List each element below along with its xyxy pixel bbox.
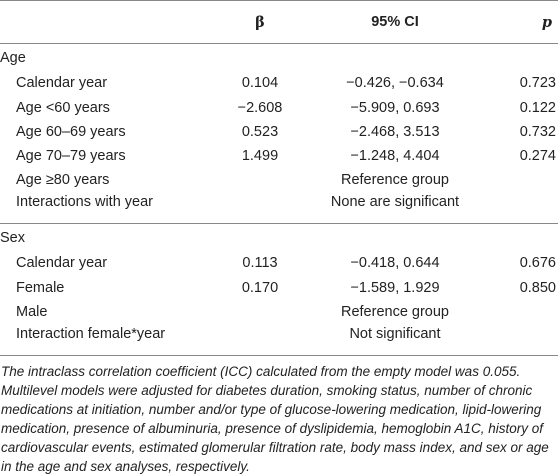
ci-cell: −2.468, 3.513 bbox=[350, 124, 440, 140]
row-label: Interactions with year bbox=[0, 192, 220, 224]
p-cell: 0.676 bbox=[519, 255, 556, 271]
empty-cell bbox=[490, 168, 558, 192]
empty-cell bbox=[220, 300, 300, 324]
data-row: Interactions with year None are significa… bbox=[0, 192, 558, 224]
row-label: Interaction female*year bbox=[0, 324, 220, 356]
empty-cell bbox=[220, 168, 300, 192]
ci-cell: −0.418, 0.644 bbox=[350, 255, 440, 271]
footnote: The intraclass correlation coefficient (… bbox=[1, 364, 549, 474]
header-label bbox=[0, 0, 220, 44]
empty-cell bbox=[220, 192, 300, 224]
data-row: Calendar year 0.113 −0.418, 0.644 0.676 bbox=[0, 250, 558, 276]
header-beta: β bbox=[220, 0, 300, 44]
beta-cell: 0.170 bbox=[241, 280, 279, 296]
data-row: Age 60–69 years 0.523 −2.468, 3.513 0.732 bbox=[0, 120, 558, 144]
row-note: None are significant bbox=[300, 192, 490, 224]
empty-cell bbox=[490, 192, 558, 224]
empty-cell bbox=[300, 224, 490, 251]
data-row: Interaction female*year Not significant bbox=[0, 324, 558, 356]
row-label: Age 70–79 years bbox=[16, 148, 126, 164]
data-row: Male Reference group bbox=[0, 300, 558, 324]
empty-cell bbox=[490, 224, 558, 251]
beta-cell: 1.499 bbox=[241, 148, 279, 164]
p-cell: 0.122 bbox=[519, 100, 556, 116]
ci-cell: −5.909, 0.693 bbox=[350, 100, 440, 116]
empty-cell bbox=[490, 44, 558, 71]
row-label: Male bbox=[16, 304, 48, 320]
section-row: Age bbox=[0, 44, 558, 71]
empty-cell bbox=[300, 44, 490, 71]
section-row: Sex bbox=[0, 224, 558, 251]
beta-cell: 0.523 bbox=[241, 124, 279, 140]
beta-cell: −2.608 bbox=[237, 100, 283, 116]
p-cell: 0.850 bbox=[519, 280, 556, 296]
beta-cell: 0.104 bbox=[241, 75, 279, 91]
row-note: Not significant bbox=[300, 324, 490, 356]
results-table: β 95% CI p Age Calendar year 0.104 −0.426, … bbox=[0, 0, 558, 356]
p-cell: 0.732 bbox=[519, 124, 556, 140]
table-header: β 95% CI p bbox=[0, 0, 558, 44]
row-label: Age 60–69 years bbox=[16, 124, 126, 140]
empty-cell bbox=[490, 324, 558, 356]
data-row: Age ≥80 years Reference group bbox=[0, 168, 558, 192]
row-label: Calendar year bbox=[16, 255, 108, 271]
row-note: Reference group bbox=[340, 172, 449, 188]
p-cell: 0.723 bbox=[519, 75, 556, 91]
beta-cell: 0.113 bbox=[242, 255, 278, 271]
ci-cell: −0.426, −0.634 bbox=[346, 75, 444, 91]
empty-cell bbox=[490, 300, 558, 324]
row-label: Age ≥80 years bbox=[16, 172, 110, 188]
data-row: Age 70–79 years 1.499 −1.248, 4.404 0.274 bbox=[0, 144, 558, 168]
row-note: Reference group bbox=[340, 304, 449, 320]
ci-cell: −1.248, 4.404 bbox=[350, 148, 440, 164]
p-cell: 0.274 bbox=[519, 148, 556, 164]
table-body: Age Calendar year 0.104 −0.426, −0.634 0.723… bbox=[0, 44, 558, 356]
section-title: Age bbox=[0, 50, 26, 66]
row-label: Female bbox=[16, 280, 65, 296]
empty-cell bbox=[220, 224, 300, 251]
row-label: Age <60 years bbox=[16, 100, 110, 116]
section-title: Sex bbox=[0, 230, 25, 246]
row-label: Calendar year bbox=[16, 75, 108, 91]
header-p: p bbox=[490, 0, 558, 44]
empty-cell bbox=[220, 44, 300, 71]
data-row: Female 0.170 −1.589, 1.929 0.850 bbox=[0, 276, 558, 300]
empty-cell bbox=[220, 324, 300, 356]
data-row: Calendar year 0.104 −0.426, −0.634 0.723 bbox=[0, 70, 558, 96]
header-ci: 95% CI bbox=[300, 0, 490, 44]
header-row: β 95% CI p bbox=[0, 0, 558, 44]
data-row: Age <60 years −2.608 −5.909, 0.693 0.122 bbox=[0, 96, 558, 120]
ci-cell: −1.589, 1.929 bbox=[350, 280, 440, 296]
